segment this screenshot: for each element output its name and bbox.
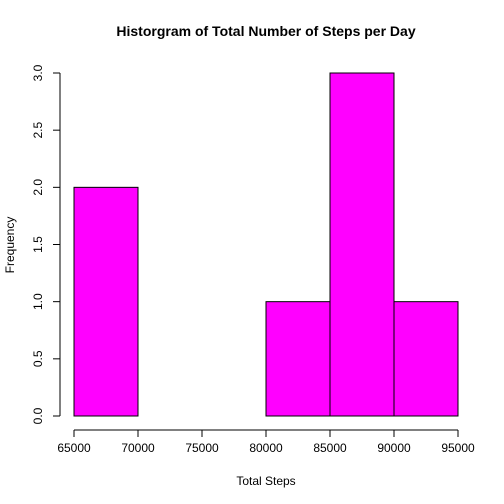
- histogram-bar-5: [393, 301, 459, 417]
- y-tick-label-2: 1.0: [31, 293, 45, 310]
- x-axis: 65000 70000 75000 80000 85000 90000 95000: [57, 429, 475, 455]
- y-tick-label-3: 1.5: [31, 236, 45, 253]
- x-tick-label-5: 90000: [377, 441, 411, 455]
- bars-group: [73, 72, 459, 417]
- x-tick-label-4: 85000: [313, 441, 347, 455]
- histogram-bar-3: [265, 301, 331, 417]
- histogram-bar-0: [73, 186, 139, 417]
- y-tick-label-1: 0.5: [31, 350, 45, 367]
- x-tick-label-6: 95000: [441, 441, 475, 455]
- histogram-bar-4: [329, 72, 395, 417]
- x-tick-label-3: 80000: [249, 441, 283, 455]
- y-tick-label-4: 2.0: [31, 179, 45, 196]
- x-axis-label: Total Steps: [236, 474, 295, 488]
- y-tick-label-5: 2.5: [31, 122, 45, 139]
- chart-title: Historgram of Total Number of Steps per …: [116, 23, 415, 39]
- x-tick-label-1: 70000: [121, 441, 155, 455]
- x-tick-label-2: 75000: [185, 441, 219, 455]
- x-tick-label-0: 65000: [57, 441, 91, 455]
- y-axis: 0.0 0.5 1.0 1.5 2.0 2.5 3.0: [31, 64, 61, 424]
- y-tick-label-6: 3.0: [31, 64, 45, 81]
- y-axis-label: Frequency: [3, 217, 17, 274]
- y-tick-label-0: 0.0: [31, 407, 45, 424]
